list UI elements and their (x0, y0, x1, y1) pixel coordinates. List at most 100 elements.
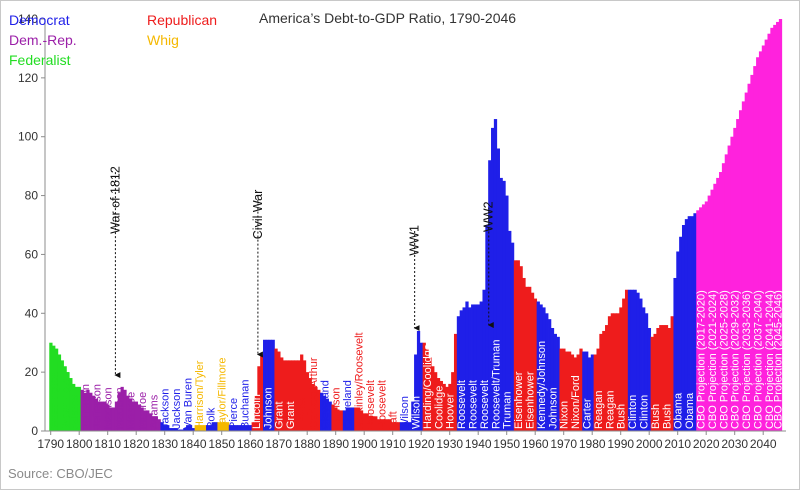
president-label: Polk (205, 407, 217, 429)
bar-1802 (83, 392, 87, 431)
bar-1810 (106, 404, 110, 431)
bar-1916 (408, 422, 412, 431)
bar-1980 (590, 354, 595, 431)
war-annotation-label: War of 1812 (108, 166, 122, 234)
bar-1959 (530, 292, 535, 431)
x-tick-label: 2000 (636, 437, 663, 451)
president-label: McKinley/Roosevelt (354, 332, 366, 429)
president-label: CBO Projection (2029-2032) (730, 290, 742, 429)
president-label: Eisenhower (513, 371, 525, 429)
bar-1816 (123, 389, 127, 431)
president-label: Cleveland (319, 380, 331, 429)
bar-1978 (585, 351, 589, 431)
bar-1791 (52, 345, 56, 431)
bar-1845 (206, 425, 210, 431)
x-tick-label: 1840 (180, 437, 207, 451)
bar-1853 (228, 425, 233, 431)
bar-1836 (180, 429, 184, 431)
president-label: Hayes (297, 397, 309, 429)
bar-1953 (513, 260, 518, 431)
bar-2045 (776, 21, 780, 431)
bar-2033 (741, 101, 746, 432)
bar-1930 (448, 383, 452, 431)
bar-1804 (89, 392, 93, 431)
bar-1857 (240, 425, 244, 431)
bar-1905 (377, 419, 381, 431)
bar-1899 (359, 410, 364, 431)
bar-1837 (183, 428, 187, 431)
bar-2044 (773, 24, 777, 431)
president-label: Jackson (160, 389, 172, 429)
bar-1809 (103, 401, 107, 431)
bar-1958 (528, 286, 532, 431)
bar-1917 (411, 401, 415, 431)
bar-1921 (422, 342, 426, 431)
bar-1960 (533, 298, 538, 431)
president-label: Bush (661, 404, 673, 429)
bar-1987 (610, 313, 614, 431)
bar-1876 (294, 360, 298, 431)
president-label: Washington (60, 371, 72, 429)
president-label: Jefferson (91, 384, 103, 429)
president-label: Taylor/Fillmore (217, 357, 229, 429)
x-tick-label: 2040 (750, 437, 777, 451)
bar-1814 (117, 392, 121, 431)
bar-1854 (231, 425, 235, 431)
president-label: Roosevelt (456, 380, 468, 429)
bar-1798 (72, 383, 76, 431)
x-tick-label: 1960 (522, 437, 549, 451)
president-label: Clinton (627, 395, 639, 429)
president-label: Johnson (547, 387, 559, 429)
bar-1984 (602, 330, 606, 431)
bar-1849 (217, 422, 221, 431)
president-label: Hoover (445, 393, 457, 429)
bar-2040 (761, 45, 766, 432)
bar-1983 (599, 333, 603, 431)
bar-1908 (385, 419, 389, 431)
president-label: Roosevelt (468, 380, 480, 429)
bar-1904 (374, 416, 378, 431)
bar-1932 (453, 333, 458, 431)
bar-1888 (328, 401, 332, 431)
bar-1805 (92, 395, 96, 431)
bar-1996 (636, 292, 640, 431)
bar-1896 (351, 407, 355, 431)
bar-1969 (559, 348, 563, 431)
bar-2018 (699, 207, 703, 431)
bar-1886 (322, 395, 327, 431)
bar-1976 (579, 348, 583, 431)
bar-1946 (493, 119, 498, 431)
bar-1973 (570, 354, 575, 431)
x-tick-label: 1990 (607, 437, 634, 451)
bar-1941 (479, 301, 483, 431)
x-tick-label: 1800 (66, 437, 93, 451)
bar-1793 (57, 354, 62, 431)
x-tick-label: 1910 (379, 437, 406, 451)
bar-1869 (274, 348, 278, 431)
bar-2020 (704, 201, 709, 431)
president-label: Taft (388, 411, 400, 429)
bar-1821 (137, 404, 141, 431)
president-label: Garfield/Arthur (308, 357, 320, 429)
president-label: Harrison (331, 387, 343, 429)
bar-1950 (505, 195, 509, 431)
bar-1967 (553, 333, 557, 431)
bar-1858 (243, 425, 247, 431)
bar-1890 (334, 407, 338, 431)
bar-1834 (174, 428, 178, 431)
president-label: Van Buren (183, 378, 195, 429)
legend-entry: Whig (147, 32, 179, 48)
bar-1955 (519, 266, 523, 431)
legend-entry: Republican (147, 12, 217, 28)
x-tick-label: 1790 (37, 437, 64, 451)
bar-1846 (208, 425, 213, 431)
x-tick-label: 1900 (351, 437, 378, 451)
president-label: Wilson (399, 396, 411, 429)
bar-2046 (778, 19, 783, 431)
bar-2041 (764, 39, 768, 431)
legend-entry: Democrat (9, 12, 70, 28)
bar-1808 (100, 401, 104, 431)
bar-1790 (49, 342, 53, 431)
bar-1952 (510, 242, 515, 431)
